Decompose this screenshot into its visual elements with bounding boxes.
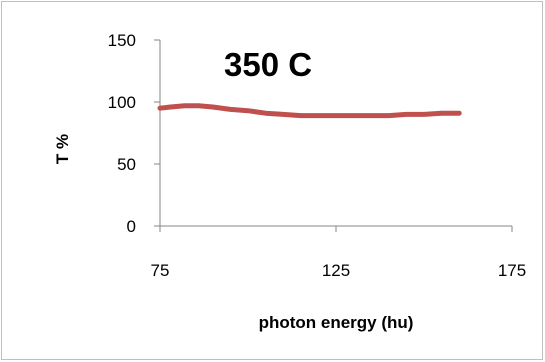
y-tick-label-100: 100 [108,93,136,112]
x-tick-label-175: 175 [498,261,526,280]
y-axis-title: T % [53,134,72,164]
chart-title: 350 C [224,46,312,83]
y-tick-label-150: 150 [108,31,136,50]
y-tick-label-0: 0 [127,217,136,236]
x-tick-label-125: 125 [322,261,350,280]
y-axis-title-group: T % [53,134,72,164]
series-line [157,103,462,119]
x-tick-label-75: 75 [151,261,170,280]
y-tick-label-50: 50 [117,155,136,174]
x-axis-title: photon energy (hu) [259,313,414,332]
